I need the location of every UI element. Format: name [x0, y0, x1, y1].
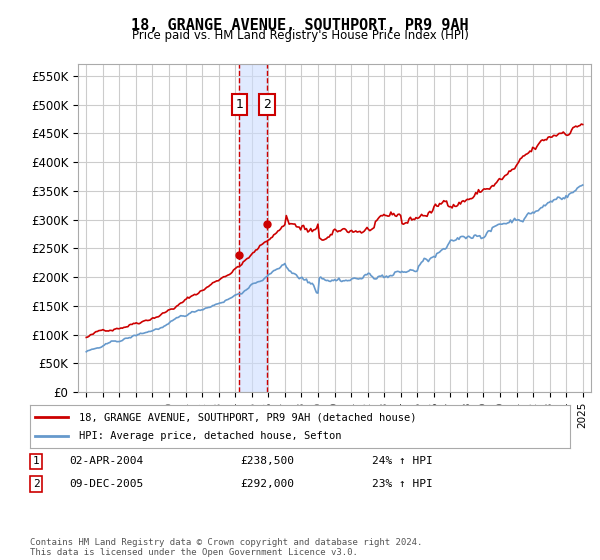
Text: 23% ↑ HPI: 23% ↑ HPI [372, 479, 433, 489]
Text: 2: 2 [32, 479, 40, 489]
Text: 09-DEC-2005: 09-DEC-2005 [69, 479, 143, 489]
Text: Contains HM Land Registry data © Crown copyright and database right 2024.
This d: Contains HM Land Registry data © Crown c… [30, 538, 422, 557]
Text: £292,000: £292,000 [240, 479, 294, 489]
Text: 18, GRANGE AVENUE, SOUTHPORT, PR9 9AH (detached house): 18, GRANGE AVENUE, SOUTHPORT, PR9 9AH (d… [79, 412, 416, 422]
Text: 1: 1 [235, 98, 243, 111]
Bar [239, 64, 267, 392]
Text: 24% ↑ HPI: 24% ↑ HPI [372, 456, 433, 466]
Text: HPI: Average price, detached house, Sefton: HPI: Average price, detached house, Seft… [79, 431, 341, 441]
Text: 02-APR-2004: 02-APR-2004 [69, 456, 143, 466]
Text: £238,500: £238,500 [240, 456, 294, 466]
Text: 1: 1 [32, 456, 40, 466]
Text: Price paid vs. HM Land Registry's House Price Index (HPI): Price paid vs. HM Land Registry's House … [131, 29, 469, 42]
Text: 2: 2 [263, 98, 271, 111]
Text: 18, GRANGE AVENUE, SOUTHPORT, PR9 9AH: 18, GRANGE AVENUE, SOUTHPORT, PR9 9AH [131, 18, 469, 33]
